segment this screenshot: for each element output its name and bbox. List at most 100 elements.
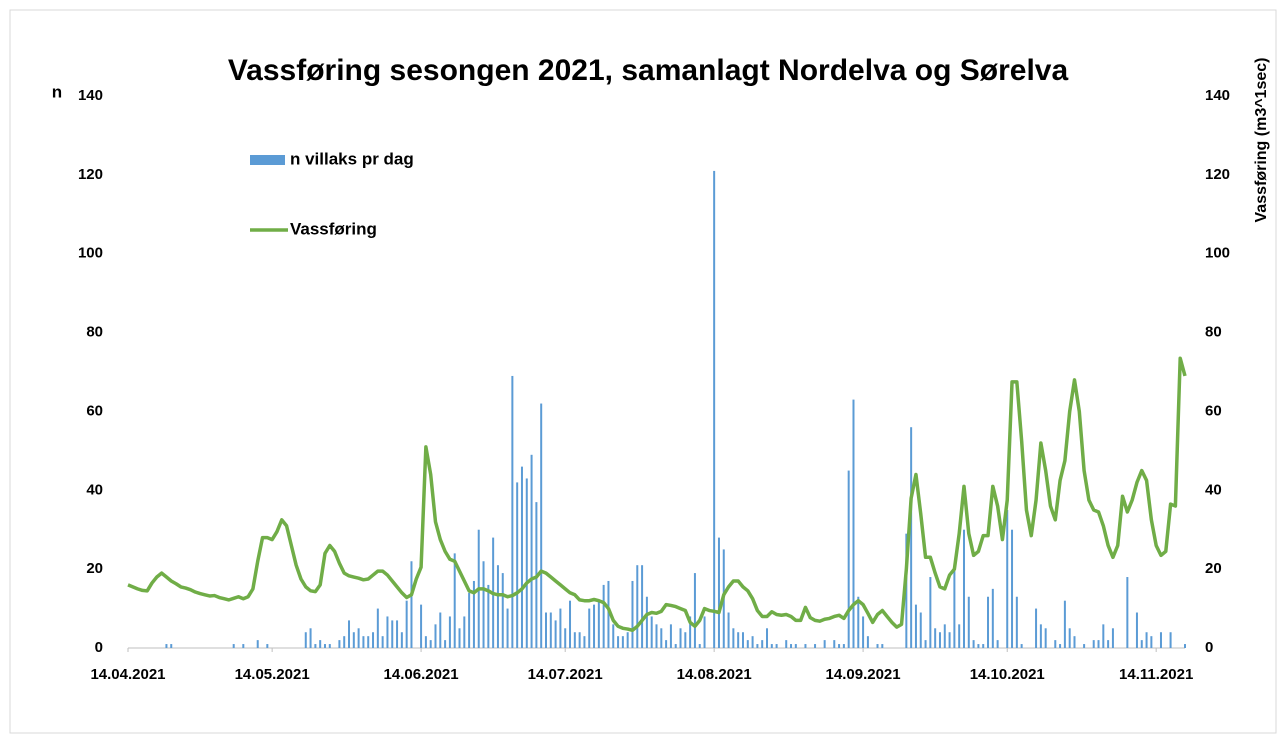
bar: [934, 628, 937, 648]
bar: [732, 628, 735, 648]
bar: [1107, 640, 1110, 648]
bar: [448, 616, 451, 648]
bar: [746, 640, 749, 648]
bar: [304, 632, 307, 648]
bar: [549, 612, 552, 648]
bar: [948, 632, 951, 648]
bar: [501, 573, 504, 648]
bar: [256, 640, 259, 648]
bar: [569, 600, 572, 648]
legend-label: Vassføring: [290, 219, 377, 238]
bar: [958, 624, 961, 648]
y2-tick-label: 100: [1205, 245, 1230, 262]
bar: [881, 644, 884, 648]
bar: [424, 636, 427, 648]
bar: [405, 600, 408, 648]
bar: [396, 620, 399, 648]
bar: [674, 644, 677, 648]
bar: [693, 573, 696, 648]
bar: [583, 636, 586, 648]
bar: [905, 533, 908, 648]
bar: [410, 561, 413, 648]
bar: [756, 644, 759, 648]
y2-tick-label: 0: [1205, 639, 1213, 656]
bar: [357, 628, 360, 648]
bar: [967, 596, 970, 648]
bar: [804, 644, 807, 648]
y-tick-label: 20: [86, 560, 103, 577]
bar: [833, 640, 836, 648]
bar: [391, 620, 394, 648]
bar: [684, 632, 687, 648]
bar: [790, 644, 793, 648]
bar: [1102, 624, 1105, 648]
bar: [982, 644, 985, 648]
bar: [309, 628, 312, 648]
bar: [314, 644, 317, 648]
bar: [1020, 644, 1023, 648]
bar: [914, 604, 917, 648]
bar: [496, 565, 499, 648]
bar: [607, 580, 610, 648]
bar: [655, 624, 658, 648]
x-tick-label: 14.09.2021: [826, 666, 901, 683]
bar: [761, 640, 764, 648]
bar: [1073, 636, 1076, 648]
y-tick-label: 60: [86, 402, 103, 419]
bar: [650, 616, 653, 648]
bar: [367, 636, 370, 648]
bar: [506, 608, 509, 648]
bar: [794, 644, 797, 648]
x-tick-label: 14.07.2021: [528, 666, 603, 683]
bar: [814, 644, 817, 648]
bar: [593, 604, 596, 648]
bar: [910, 427, 913, 648]
y2-tick-label: 40: [1205, 481, 1222, 498]
bar: [766, 628, 769, 648]
bar: [775, 644, 778, 648]
bar: [962, 529, 965, 648]
bar: [381, 636, 384, 648]
bar: [1097, 640, 1100, 648]
bar: [559, 608, 562, 648]
bar: [943, 624, 946, 648]
bar: [472, 580, 475, 648]
bar: [621, 636, 624, 648]
bar: [352, 632, 355, 648]
bar: [1083, 644, 1086, 648]
bar: [232, 644, 235, 648]
chart-title: Vassføring sesongen 2021, samanlagt Nord…: [228, 54, 1069, 87]
bar: [444, 640, 447, 648]
bar: [741, 632, 744, 648]
bar: [1140, 640, 1143, 648]
legend-swatch: [250, 155, 285, 165]
bar: [525, 478, 528, 648]
bar: [597, 600, 600, 648]
y-axis-label: n: [52, 82, 62, 101]
bar: [372, 632, 375, 648]
bar: [660, 628, 663, 648]
bar: [400, 632, 403, 648]
y2-tick-label: 120: [1205, 166, 1230, 183]
bar: [1111, 628, 1114, 648]
bar: [453, 553, 456, 648]
bar: [842, 644, 845, 648]
bar: [328, 644, 331, 648]
bar: [482, 561, 485, 648]
bar: [1011, 529, 1014, 648]
bar: [852, 399, 855, 648]
bar: [751, 636, 754, 648]
bar: [463, 616, 466, 648]
bar: [573, 632, 576, 648]
bar: [727, 612, 730, 648]
bar: [713, 170, 716, 648]
bar: [938, 632, 941, 648]
bar: [847, 470, 850, 648]
bar: [689, 616, 692, 648]
bar: [717, 537, 720, 648]
bar: [588, 608, 591, 648]
bar: [737, 632, 740, 648]
bar: [987, 596, 990, 648]
bar: [1135, 612, 1138, 648]
x-tick-label: 14.11.2021: [1119, 666, 1193, 683]
